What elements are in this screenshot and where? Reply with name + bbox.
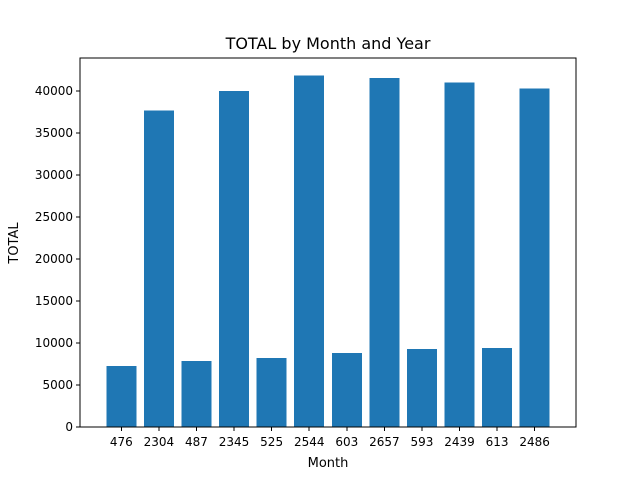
bar-525 (256, 358, 287, 427)
plot-frame (79, 57, 577, 428)
bar-593 (406, 349, 437, 427)
y-axis-label: TOTAL (7, 222, 22, 265)
x-tick-label: 2544 (294, 435, 325, 449)
y-tick-label: 10000 (35, 336, 73, 350)
x-axis-label: Month (308, 456, 349, 471)
bar-2345 (219, 90, 250, 428)
y-tick-label: 5000 (42, 378, 73, 392)
x-tick-label: 593 (410, 435, 433, 449)
x-axis-ticks: 476 2304 487 2345 525 2544 603 2657 593 2439 613 24… (110, 427, 550, 449)
x-tick-label: 2304 (144, 435, 175, 449)
y-axis-ticks: 0 5000 10000 15000 20000 25000 30000 35000 40000 (35, 84, 80, 434)
bar-2304 (143, 110, 174, 427)
bar-603 (331, 353, 362, 427)
bar-2544 (294, 75, 325, 427)
y-tick-label: 30000 (35, 168, 73, 182)
y-tick-label: 20000 (35, 252, 73, 266)
y-tick-label: 40000 (35, 84, 73, 98)
bar-487 (181, 361, 212, 427)
x-tick-label: 2439 (444, 435, 475, 449)
y-tick-label: 0 (65, 420, 73, 434)
bar-2657 (369, 78, 400, 427)
bars-group (106, 75, 550, 428)
x-tick-label: 476 (110, 435, 133, 449)
x-tick-label: 603 (335, 435, 358, 449)
bar-613 (482, 347, 513, 427)
bar-476 (106, 366, 137, 427)
bar-2439 (444, 82, 475, 427)
x-tick-label: 613 (486, 435, 509, 449)
y-tick-label: 35000 (35, 126, 73, 140)
x-tick-label: 2345 (219, 435, 250, 449)
x-tick-label: 2486 (519, 435, 550, 449)
y-tick-label: 25000 (35, 210, 73, 224)
x-tick-label: 487 (185, 435, 208, 449)
x-tick-label: 2657 (369, 435, 400, 449)
chart-title: TOTAL by Month and Year (225, 34, 431, 53)
y-tick-label: 15000 (35, 294, 73, 308)
x-tick-label: 525 (260, 435, 283, 449)
bar-2486 (519, 88, 550, 427)
